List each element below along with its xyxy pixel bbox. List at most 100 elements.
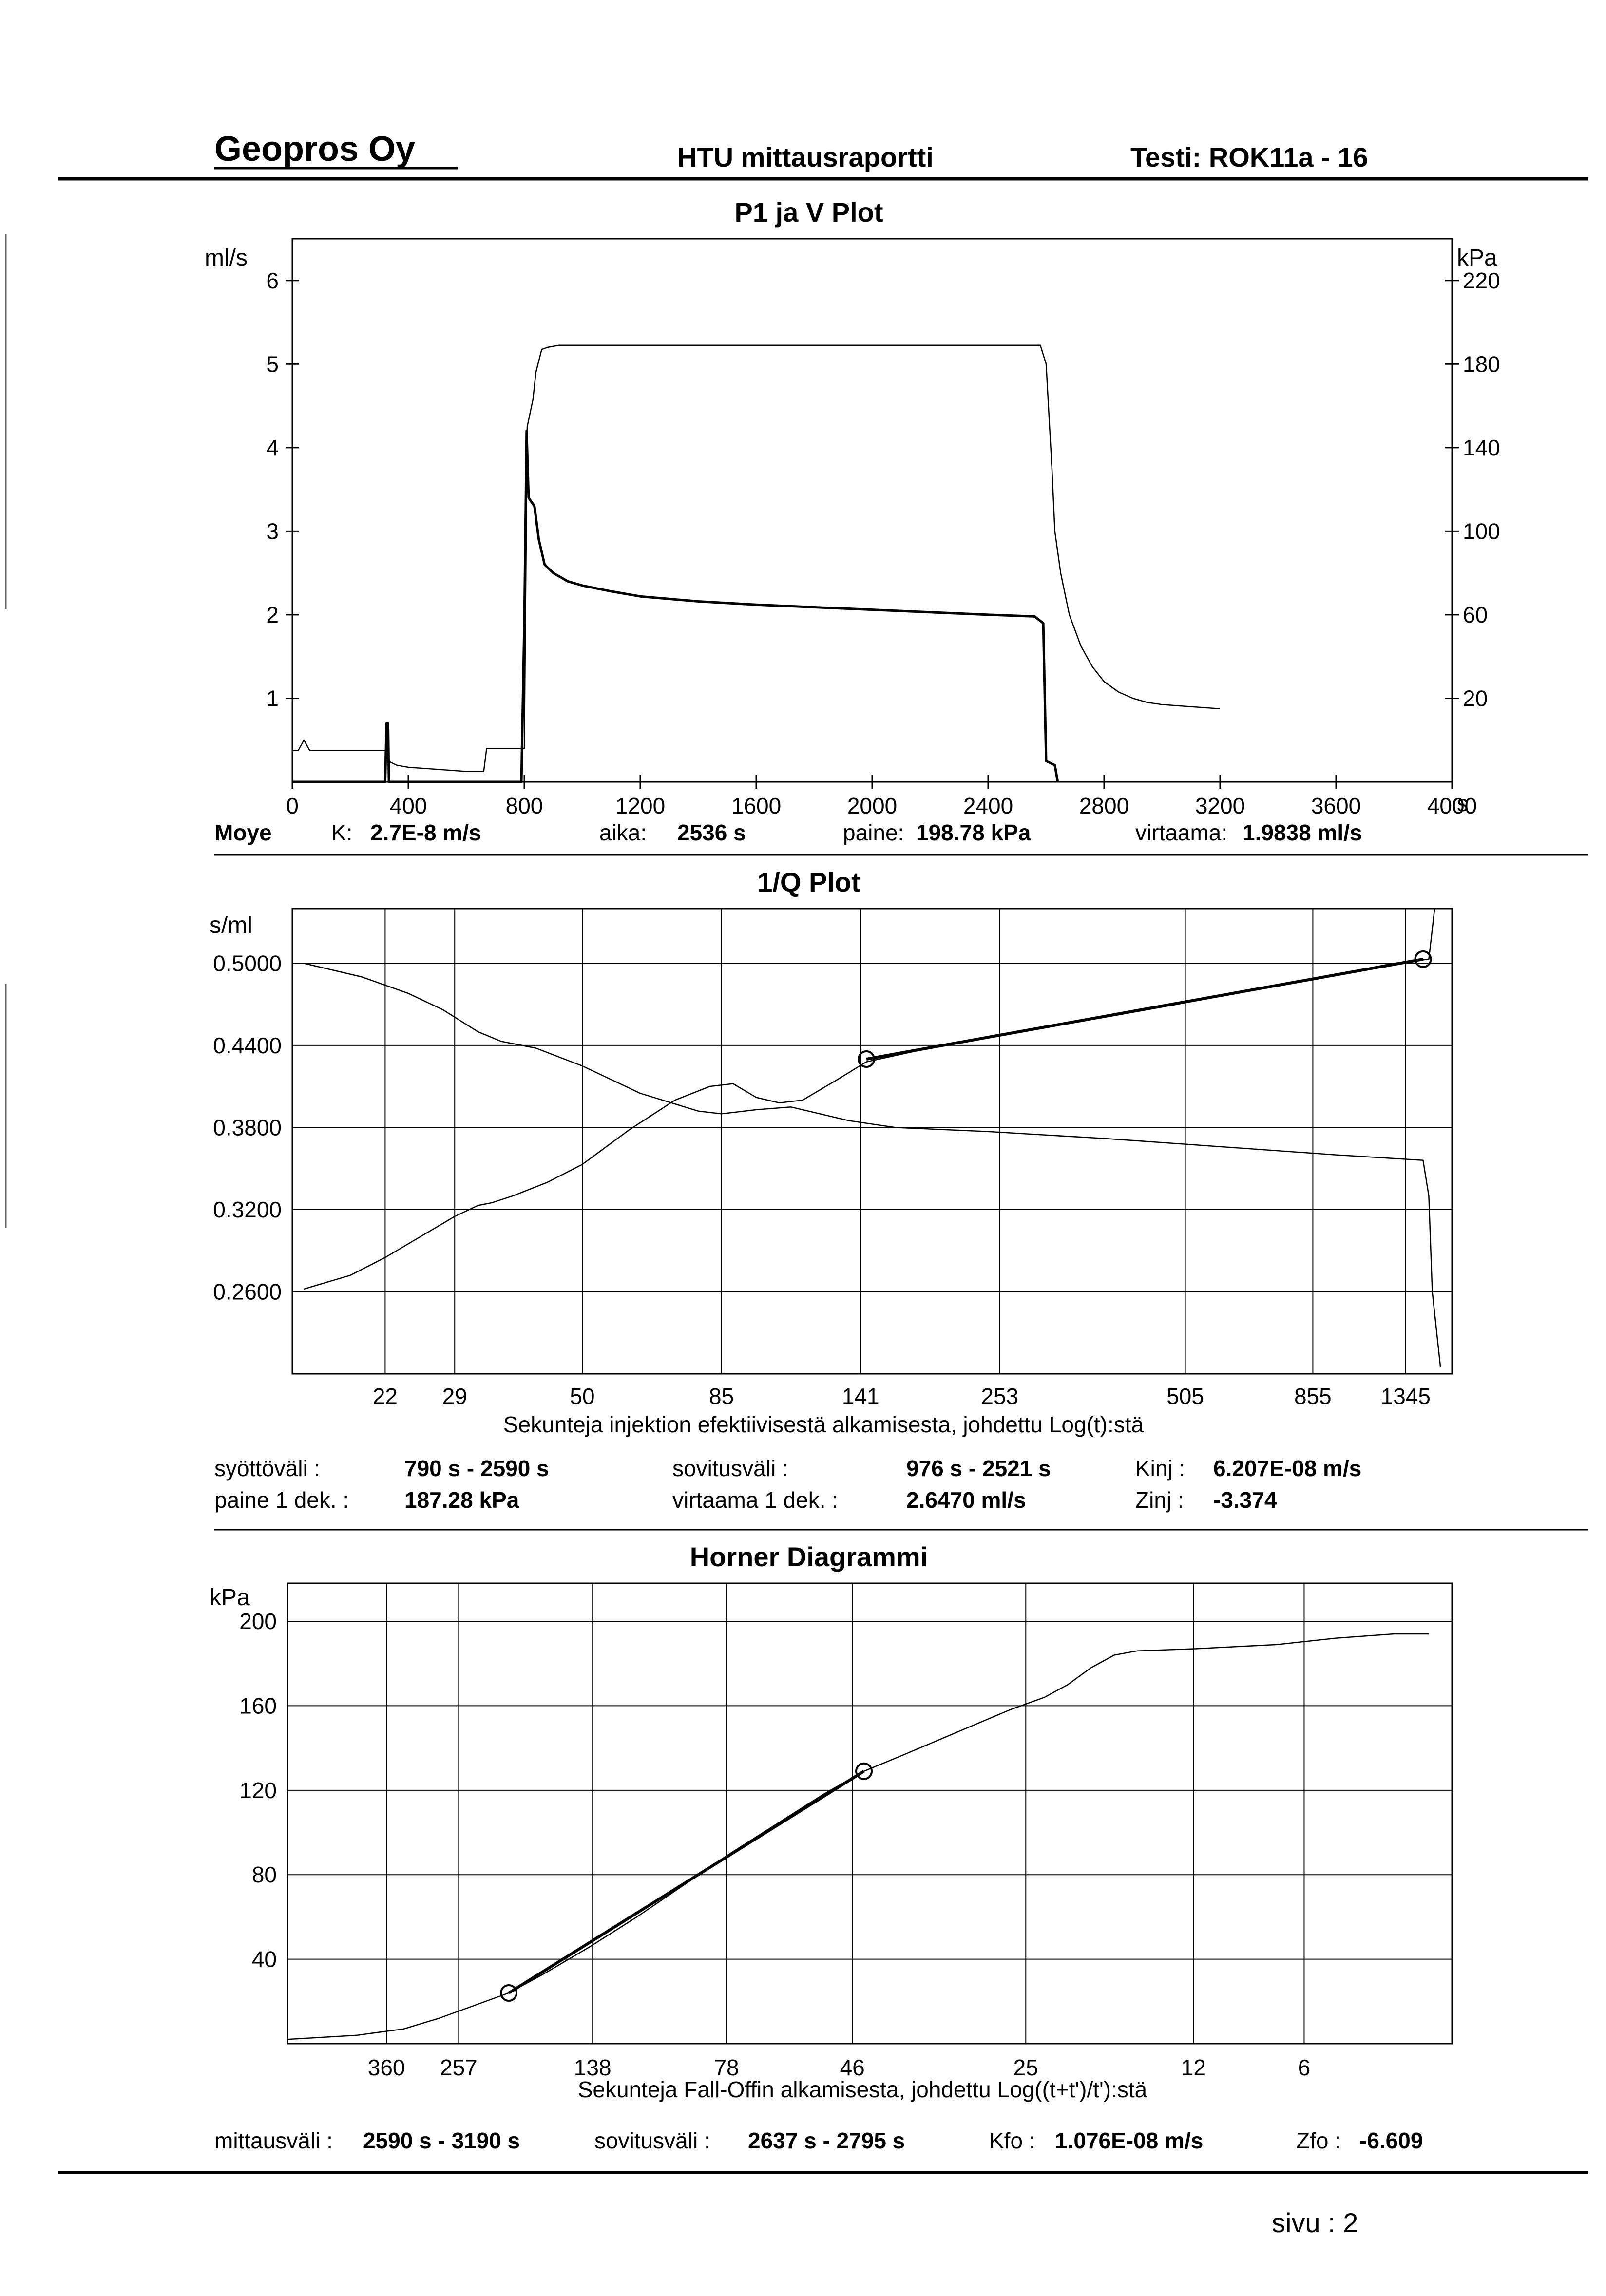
q-fit-point-marker	[858, 1050, 876, 1068]
q-y-tick-label: 0.4400	[213, 1033, 282, 1058]
syotto-value: 790 s - 2590 s	[404, 1456, 549, 1481]
q-plot: 1/Q Plot s/ml 22 29 50 85 141 253 505 855 1345 0.…	[210, 867, 1453, 1437]
sovitus-fo-label: sovitusväli :	[594, 2128, 710, 2153]
virtaama-label: virtaama:	[1135, 820, 1227, 845]
p1-x-tick-label: 2000	[847, 793, 897, 818]
paine-dek-value: 187.28 kPa	[404, 1487, 519, 1513]
horner-y-unit: kPa	[210, 1585, 250, 1611]
p1-x-tick-label: 800	[506, 793, 543, 818]
kfo-label: Kfo :	[989, 2128, 1035, 2153]
p1-right-tick-label: 140	[1463, 435, 1500, 460]
aika-value: 2536 s	[677, 820, 746, 845]
q-y-unit: s/ml	[210, 912, 252, 938]
sovitus-fo-value: 2637 s - 2795 s	[748, 2128, 905, 2153]
virtaama-dek-value: 2.6470 ml/s	[906, 1487, 1026, 1513]
zinj-value: -3.374	[1213, 1487, 1277, 1513]
p1-left-tick-label: 1	[266, 685, 279, 711]
p1-x-tick-label: 3200	[1195, 793, 1245, 818]
q-x-tick-label: 141	[842, 1384, 879, 1409]
horner-x-label: Sekunteja Fall-Offin alkamisesta, johdet…	[578, 2077, 1147, 2102]
test-id: Testi: ROK11a - 16	[1130, 142, 1368, 172]
p1-x-tick-label: 0	[286, 793, 299, 818]
paine-value: 198.78 kPa	[916, 820, 1031, 845]
horner-y-tick-label: 40	[252, 1947, 277, 1972]
kfo-value: 1.076E-08 m/s	[1055, 2128, 1203, 2153]
horner-fit-point-marker	[855, 1762, 873, 1780]
p1-right-tick-label: 220	[1463, 268, 1500, 293]
q-plot-frame	[291, 908, 1453, 1375]
p1-v-plot: P1 ja V Plot ml/s kPa 0 400 800 1200 1600 200…	[205, 197, 1500, 818]
horner-y-tick-label: 200	[239, 1609, 277, 1634]
q-y-tick-label: 0.3200	[213, 1197, 282, 1222]
horner-fit-line	[508, 1770, 865, 1994]
q-x-tick-label: 505	[1166, 1384, 1204, 1409]
p1-ticks: 0 400 800 1200 1600 2000 2400 2800 3200 3600 4000 1…	[266, 268, 1500, 818]
q-y-tick-label: 0.3800	[213, 1115, 282, 1140]
horner-x-tick-label: 360	[368, 2055, 405, 2080]
zfo-value: -6.609	[1359, 2128, 1423, 2153]
paine-dek-label: paine 1 dek. :	[214, 1487, 349, 1513]
p1-right-unit: kPa	[1457, 245, 1497, 271]
horner-x-tick-label: 138	[574, 2055, 612, 2080]
p1-x-tick-label: 2800	[1079, 793, 1129, 818]
p1-right-tick-label: 60	[1463, 602, 1488, 627]
p1-x-unit: s	[1457, 791, 1468, 816]
p1-pressure-series-line	[292, 344, 1221, 772]
horner-x-tick-label: 6	[1298, 2055, 1311, 2080]
horner-y-tick-label: 80	[252, 1862, 277, 1887]
horner-series	[287, 1633, 1429, 2040]
horner-x-tick-label: 12	[1181, 2055, 1206, 2080]
horner-info: mittausväli : 2590 s - 3190 s sovitusväl…	[214, 2128, 1423, 2153]
horner-y-tick-label: 160	[239, 1693, 277, 1718]
zfo-label: Zfo :	[1296, 2128, 1341, 2153]
k-label: K:	[331, 820, 352, 845]
horner-x-tick-label: 46	[840, 2055, 865, 2080]
p1-plot-frame	[291, 238, 1453, 783]
virtaama-value: 1.9838 ml/s	[1243, 820, 1362, 845]
q-fit-point-marker	[1414, 950, 1432, 968]
horner-x-tick-label: 25	[1013, 2055, 1038, 2080]
horner-y-tick-label: 120	[239, 1778, 277, 1803]
mittaus-value: 2590 s - 3190 s	[363, 2128, 520, 2153]
q-y-tick-label: 0.5000	[213, 950, 282, 976]
moye-label: Moye	[214, 820, 272, 845]
horner-x-tick-label: 257	[440, 2055, 478, 2080]
p1-left-tick-label: 3	[266, 518, 279, 544]
p1-v-plot-title: P1 ja V Plot	[735, 197, 883, 228]
p1-x-tick-label: 400	[390, 793, 427, 818]
p1-left-tick-label: 6	[266, 268, 279, 293]
mittaus-label: mittausväli :	[214, 2128, 333, 2153]
horner-plot-title: Horner Diagrammi	[690, 1541, 928, 1572]
q-fit-line	[866, 957, 1424, 1061]
p1-left-tick-label: 5	[266, 351, 279, 377]
q-x-tick-label: 85	[709, 1384, 734, 1409]
report-title: HTU mittausraportti	[677, 142, 934, 172]
horner-x-tick-label: 78	[714, 2055, 739, 2080]
p1-right-tick-label: 180	[1463, 351, 1500, 377]
q-y-tick-label: 0.2600	[213, 1279, 282, 1304]
virtaama-dek-label: virtaama 1 dek. :	[672, 1487, 838, 1513]
sovitus-label: sovitusväli :	[672, 1456, 788, 1481]
q-plot-title: 1/Q Plot	[757, 867, 860, 897]
horner-series-line	[287, 1633, 1429, 2040]
page-number: sivu : 2	[1272, 2207, 1358, 2238]
q-x-tick-label: 22	[373, 1384, 398, 1409]
q-x-tick-label: 253	[981, 1384, 1018, 1409]
p1-x-tick-label: 1600	[731, 793, 781, 818]
kinj-label: Kinj :	[1135, 1456, 1185, 1481]
paine-label: paine:	[843, 820, 904, 845]
horner-plot-frame	[287, 1582, 1453, 2045]
p1-left-unit: ml/s	[205, 245, 248, 271]
p1-x-tick-label: 4000	[1427, 793, 1477, 818]
horner-plot: Horner Diagrammi kPa 360 257 138 78 46 25 12 6 2…	[210, 1541, 1453, 2102]
p1-x-tick-label: 1200	[615, 793, 665, 818]
q-series	[304, 908, 1441, 1367]
p1-info-row: Moye K: 2.7E-8 m/s aika: 2536 s paine: 1…	[214, 820, 1362, 845]
company-name: Geopros Oy	[214, 130, 415, 169]
p1-x-tick-label: 3600	[1311, 793, 1361, 818]
horner-grid: 360 257 138 78 46 25 12 6 200 160 120 80 40	[239, 1583, 1452, 2080]
aika-label: aika:	[599, 820, 647, 845]
q-grid: 22 29 50 85 141 253 505 855 1345 0.5000 0.4400 0.38…	[213, 909, 1452, 1409]
p1-flow-series-line	[292, 430, 1059, 783]
